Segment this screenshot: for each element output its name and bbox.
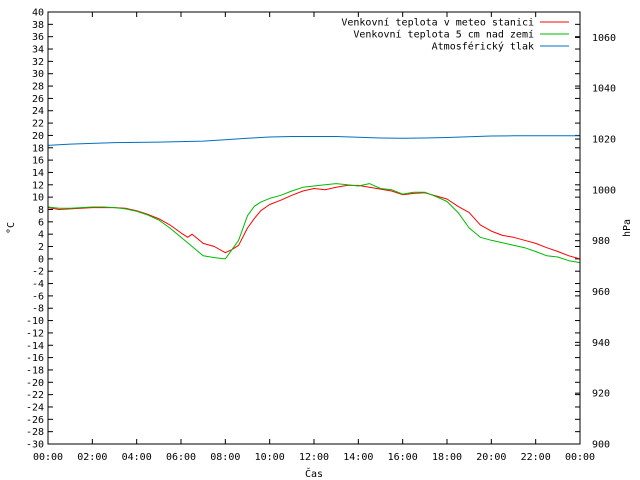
y-left-tick-label: 40 [32, 8, 44, 19]
legend: Venkovní teplota v meteo staniciVenkovní… [341, 17, 569, 53]
y-left-tick-label: 2 [38, 242, 44, 253]
y-left-tick-label: 30 [32, 69, 44, 80]
y-right-tick-label: 1060 [592, 33, 616, 44]
y-right-tick-label: 940 [592, 338, 610, 349]
y-left-tick-label: -10 [26, 316, 44, 327]
legend-label: Atmosférický tlak [432, 41, 534, 53]
x-tick-label: 16:00 [388, 452, 418, 463]
axis-ticks: 4038363432302826242220181614121086420-2-… [26, 8, 616, 464]
series-line-2 [47, 135, 580, 146]
y-left-tick-label: -24 [26, 402, 44, 413]
y-left-tick-label: 10 [32, 193, 44, 204]
y-right-tick-label: 920 [592, 389, 610, 400]
x-tick-label: 06:00 [166, 452, 196, 463]
y-left-tick-label: 36 [32, 32, 44, 43]
y-left-tick-label: 16 [32, 156, 44, 167]
legend-label: Venkovní teplota 5 cm nad zemí [353, 29, 534, 41]
y-left-tick-label: 38 [32, 20, 44, 31]
y-left-tick-label: -30 [26, 440, 44, 451]
y-left-tick-label: 18 [32, 143, 44, 154]
y-axis-label-right: hPa [622, 219, 633, 237]
x-axis-label: Čas [305, 467, 323, 480]
legend-label: Venkovní teplota v meteo stanici [341, 17, 534, 29]
x-tick-label: 02:00 [77, 452, 107, 463]
y-left-tick-label: 20 [32, 131, 44, 142]
y-left-tick-label: -14 [26, 341, 44, 352]
y-right-tick-label: 960 [592, 287, 610, 298]
series-layer [47, 135, 581, 264]
x-tick-label: 00:00 [33, 452, 63, 463]
x-tick-label: 22:00 [521, 452, 551, 463]
y-left-tick-label: -26 [26, 415, 44, 426]
y-left-tick-label: -28 [26, 427, 44, 438]
y-left-tick-label: 14 [32, 168, 44, 179]
y-left-tick-label: -6 [32, 291, 44, 302]
y-left-tick-label: 12 [32, 180, 44, 191]
y-left-tick-label: 34 [32, 45, 44, 56]
x-tick-label: 12:00 [299, 452, 329, 463]
x-tick-label: 14:00 [343, 452, 373, 463]
y-right-tick-label: 900 [592, 440, 610, 451]
x-tick-label: 20:00 [476, 452, 506, 463]
y-right-tick-label: 1000 [592, 185, 616, 196]
y-left-tick-label: 8 [38, 205, 44, 216]
x-tick-label: 00:00 [565, 452, 595, 463]
y-left-tick-label: 32 [32, 57, 44, 68]
y-left-tick-label: 28 [32, 82, 44, 93]
y-left-tick-label: -22 [26, 390, 44, 401]
x-tick-label: 04:00 [122, 452, 152, 463]
y-left-tick-label: -20 [26, 378, 44, 389]
y-left-tick-label: 0 [38, 254, 44, 265]
x-tick-label: 10:00 [255, 452, 285, 463]
y-left-tick-label: -4 [32, 279, 44, 290]
series-line-1 [47, 183, 581, 264]
y-right-tick-label: 1040 [592, 84, 616, 95]
y-left-tick-label: 6 [38, 217, 44, 228]
y-left-tick-label: 22 [32, 119, 44, 130]
x-tick-label: 18:00 [432, 452, 462, 463]
x-tick-label: 08:00 [210, 452, 240, 463]
y-left-tick-label: -18 [26, 365, 44, 376]
y-left-tick-label: -8 [32, 304, 44, 315]
y-left-tick-label: -16 [26, 353, 44, 364]
series-line-0 [47, 184, 581, 260]
y-right-tick-label: 1020 [592, 135, 616, 146]
y-left-tick-label: 24 [32, 106, 44, 117]
y-axis-label-left: °C [6, 222, 17, 234]
y-left-tick-label: 4 [38, 230, 44, 241]
plot-frame [47, 11, 581, 445]
y-right-tick-label: 980 [592, 236, 610, 247]
y-left-tick-label: 26 [32, 94, 44, 105]
y-left-tick-label: -12 [26, 328, 44, 339]
y-left-tick-label: -2 [32, 267, 44, 278]
